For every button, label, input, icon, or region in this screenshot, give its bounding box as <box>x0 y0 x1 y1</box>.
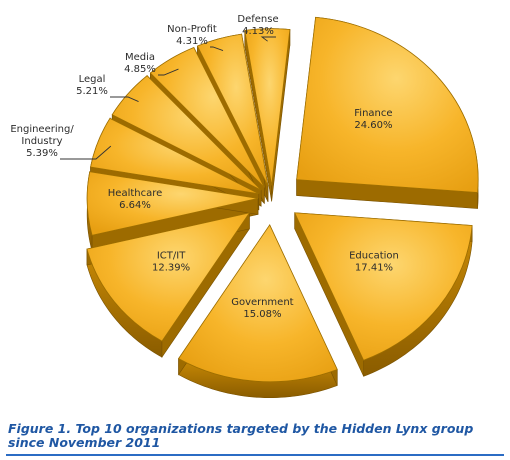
slice-category-label: Engineering/ <box>10 124 74 135</box>
slice-label-finance: Finance 24.60% <box>354 108 392 131</box>
slice-value-label: 6.64% <box>119 200 151 211</box>
leader-line-engineering-industry <box>60 145 112 160</box>
slice-value-label: 5.39% <box>26 148 58 159</box>
slice-label-ict-it: ICT/IT 12.39% <box>152 250 190 273</box>
slice-label-media: Media 4.85% <box>124 52 156 75</box>
slice-label-healthcare: Healthcare 6.64% <box>108 188 163 211</box>
pie-slice-education <box>294 212 473 361</box>
slice-label-engineering-industry: Engineering/Industry 5.39% <box>10 124 74 159</box>
slice-category-label: Defense <box>237 14 278 25</box>
leader-line-media <box>158 68 179 76</box>
slice-value-label: 4.85% <box>124 64 156 75</box>
caption-divider <box>6 454 504 456</box>
slice-label-defense: Defense 4.13% <box>237 14 278 37</box>
pie-slice-legal <box>111 75 262 191</box>
pie-slice-non-profit <box>196 33 269 187</box>
pie-slice-defense <box>244 28 291 186</box>
slice-category-label: Legal <box>79 74 106 85</box>
pie-slice-engineering-industry <box>90 117 260 195</box>
slice-value-label: 4.31% <box>176 36 208 47</box>
leader-line-legal <box>110 96 139 103</box>
slice-value-label: 24.60% <box>354 120 392 131</box>
slice-value-label: 12.39% <box>152 262 190 273</box>
slice-category-label: Industry <box>21 136 62 147</box>
pie-slice-finance <box>296 16 479 193</box>
slice-value-label: 17.41% <box>355 262 393 273</box>
pie-chart: Finance 24.60% Education 17.41% Government 15… <box>10 14 479 399</box>
pie-slice-government <box>177 224 338 383</box>
pie-slice-healthcare <box>86 171 259 236</box>
slice-label-legal: Legal 5.21% <box>76 74 108 97</box>
slice-value-label: 5.21% <box>76 86 108 97</box>
slice-label-government: Government 15.08% <box>231 297 293 320</box>
pie-chart-svg: Finance 24.60% Education 17.41% Government 15… <box>10 14 479 399</box>
slice-value-label: 15.08% <box>243 309 281 320</box>
slice-category-label: Education <box>349 250 399 261</box>
slice-category-label: Non-Profit <box>167 24 217 35</box>
slice-value-label: 4.13% <box>242 26 274 37</box>
slice-label-non-profit: Non-Profit 4.31% <box>167 24 217 47</box>
pie-slice-ict-it <box>86 212 251 342</box>
slice-category-label: Media <box>125 52 155 63</box>
figure-caption: Figure 1. Top 10 organizations targeted … <box>8 421 474 450</box>
leader-line-defense <box>260 36 276 42</box>
slice-category-label: Government <box>231 297 293 308</box>
slice-category-label: ICT/IT <box>157 250 186 261</box>
slice-category-label: Finance <box>354 108 392 119</box>
pie-slice-media <box>149 47 265 188</box>
slice-label-education: Education 17.41% <box>349 250 399 273</box>
slice-category-label: Healthcare <box>108 188 163 199</box>
leader-line-non-profit <box>210 46 224 51</box>
